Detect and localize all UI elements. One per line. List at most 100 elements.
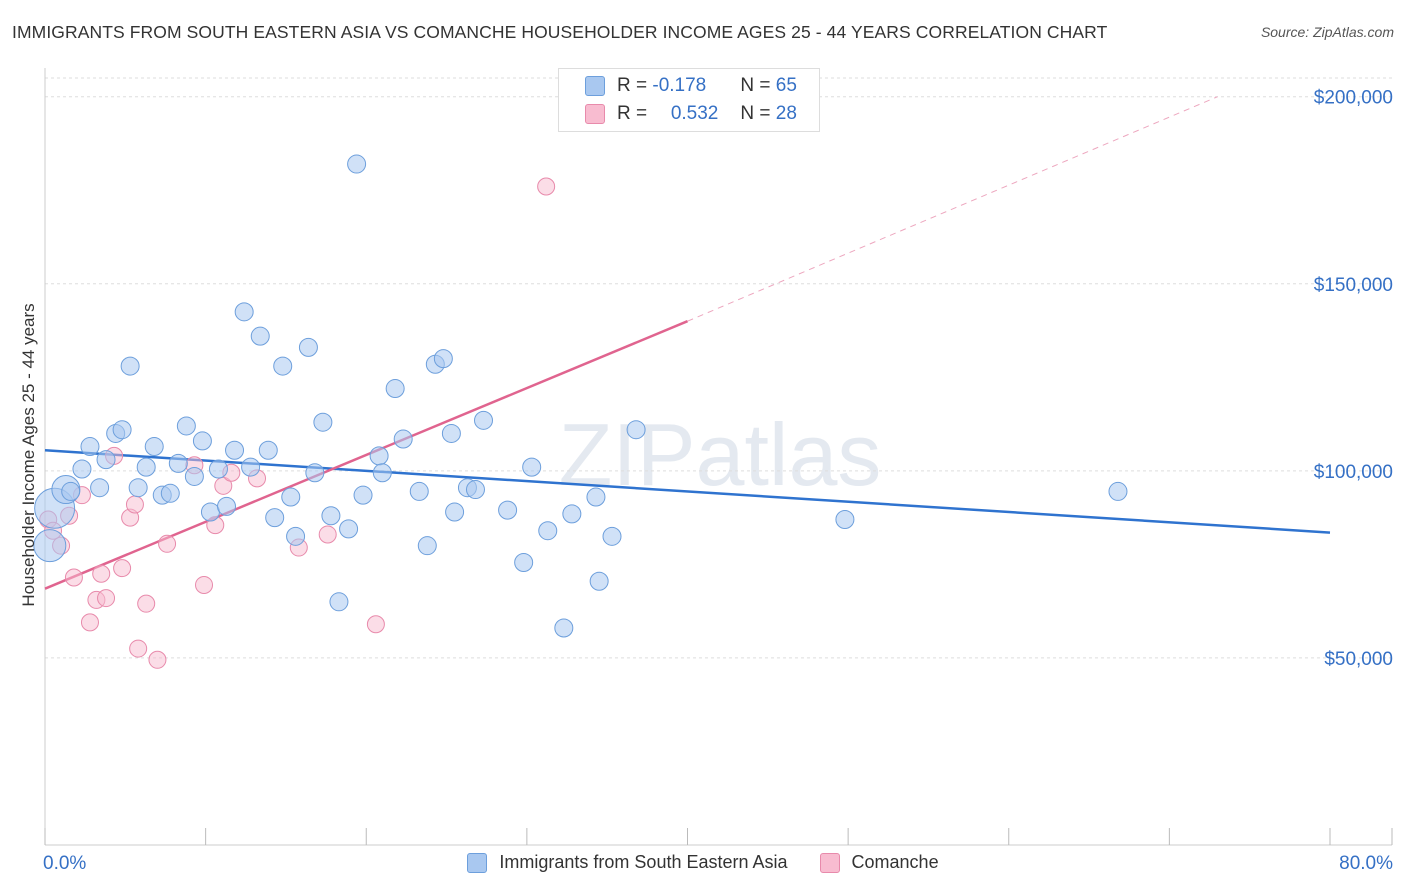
data-point-sea xyxy=(273,356,293,376)
legend-row-sea: R = -0.178 N = 65 xyxy=(585,73,797,99)
bottom-legend-swatch-comanche xyxy=(819,852,840,873)
legend-r-value: 0.532 xyxy=(670,103,719,124)
data-point-sea xyxy=(72,459,92,479)
data-point-sea xyxy=(329,592,349,612)
trend-line-comanche-extrapolated xyxy=(687,96,1218,322)
legend-row-comanche: R = 0.532 N = 28 xyxy=(585,101,797,127)
data-point-sea xyxy=(393,429,413,449)
legend-n-label: N = xyxy=(740,75,776,96)
data-point-sea xyxy=(347,154,367,174)
data-point-comanche xyxy=(214,476,233,495)
data-point-sea xyxy=(90,478,110,498)
data-point-sea xyxy=(602,526,622,546)
data-point-sea xyxy=(281,487,301,507)
data-point-sea xyxy=(441,423,461,443)
data-point-sea xyxy=(184,466,204,486)
data-point-sea xyxy=(61,481,81,501)
bottom-legend-comanche: Comanche xyxy=(819,852,939,873)
data-point-comanche xyxy=(97,589,116,608)
data-point-sea xyxy=(353,485,373,505)
data-point-sea xyxy=(241,457,261,477)
data-point-sea xyxy=(339,519,359,539)
data-point-sea xyxy=(417,536,437,556)
y-tick-label: $200,000 xyxy=(1314,88,1393,109)
legend-r-label: R = xyxy=(617,75,653,96)
source-label: Source: ZipAtlas.com xyxy=(1260,24,1394,40)
data-point-sea xyxy=(586,487,606,507)
data-point-comanche xyxy=(158,534,177,553)
data-point-sea xyxy=(409,481,429,501)
data-point-sea xyxy=(168,453,188,473)
data-point-sea xyxy=(313,412,333,432)
data-point-comanche xyxy=(137,594,156,613)
axes xyxy=(44,68,1393,846)
data-point-sea xyxy=(217,496,237,516)
data-point-sea xyxy=(160,483,180,503)
legend-r-label: R = xyxy=(617,103,653,124)
data-point-sea xyxy=(286,526,306,546)
data-point-sea xyxy=(465,480,485,500)
gridlines xyxy=(45,77,1395,659)
data-point-sea xyxy=(369,446,389,466)
data-point-comanche xyxy=(80,613,99,632)
bottom-legend-label-comanche: Comanche xyxy=(851,852,939,872)
data-point-sea xyxy=(234,302,254,322)
legend-n-label: N = xyxy=(740,103,776,124)
data-point-sea xyxy=(835,509,855,529)
data-point-sea xyxy=(445,502,465,522)
trend-lines xyxy=(44,96,1331,590)
data-point-comanche xyxy=(195,575,214,594)
data-point-sea xyxy=(200,502,220,522)
legend-n-value: 65 xyxy=(775,75,797,96)
sea-immigrants-points xyxy=(33,154,1128,638)
legend-r-value: -0.178 xyxy=(652,75,707,96)
data-point-sea xyxy=(33,529,67,563)
data-point-sea xyxy=(265,508,285,528)
data-point-sea xyxy=(298,337,318,357)
data-point-sea xyxy=(474,410,494,430)
chart-title: IMMIGRANTS FROM SOUTH EASTERN ASIA VS CO… xyxy=(12,22,1108,42)
data-point-sea xyxy=(554,618,574,638)
bottom-legend: Immigrants from South Eastern Asia Coman… xyxy=(0,852,1406,873)
trend-line-comanche xyxy=(44,320,688,590)
data-point-sea xyxy=(136,457,156,477)
data-point-sea xyxy=(562,504,582,524)
data-point-sea xyxy=(385,379,405,399)
data-point-sea xyxy=(144,437,164,457)
bottom-legend-sea: Immigrants from South Eastern Asia xyxy=(467,852,788,873)
data-point-sea xyxy=(176,416,196,436)
bottom-legend-label-sea: Immigrants from South Eastern Asia xyxy=(499,852,788,872)
y-tick-label: $50,000 xyxy=(1324,649,1393,670)
data-point-sea xyxy=(589,571,609,591)
data-point-sea xyxy=(514,553,534,573)
data-point-sea xyxy=(120,356,140,376)
watermark: ZIPatlas xyxy=(559,405,882,504)
data-point-sea xyxy=(1108,481,1128,501)
y-tick-label: $150,000 xyxy=(1314,275,1393,296)
data-point-sea xyxy=(225,440,245,460)
data-point-comanche xyxy=(318,525,337,544)
data-point-comanche xyxy=(537,177,556,196)
data-point-sea xyxy=(433,349,453,369)
data-point-sea xyxy=(250,326,270,346)
y-axis-label: Householder Income Ages 25 - 44 years xyxy=(19,303,38,606)
data-point-sea xyxy=(538,521,558,541)
data-point-sea xyxy=(626,420,646,440)
data-point-comanche xyxy=(113,559,132,578)
legend-swatch-comanche xyxy=(585,104,605,124)
legend-n-value: 28 xyxy=(775,103,797,124)
tick-labels: $50,000 $100,000 $150,000 $200,000 0.0% 80.0% xyxy=(43,88,1393,874)
data-point-sea xyxy=(208,459,228,479)
x-tick-label-min: 0.0% xyxy=(43,853,86,874)
data-point-comanche xyxy=(129,639,148,658)
legend: R = -0.178 N = 65 R = 0.532 N = 28 xyxy=(558,68,820,132)
data-point-sea xyxy=(258,440,278,460)
x-tick-label-max: 80.0% xyxy=(1339,853,1393,874)
data-point-sea xyxy=(112,420,132,440)
y-tick-label: $100,000 xyxy=(1314,462,1393,483)
data-point-sea xyxy=(321,506,341,526)
data-point-comanche xyxy=(64,568,83,587)
data-point-sea xyxy=(305,463,325,483)
bottom-legend-swatch-sea xyxy=(467,852,488,873)
